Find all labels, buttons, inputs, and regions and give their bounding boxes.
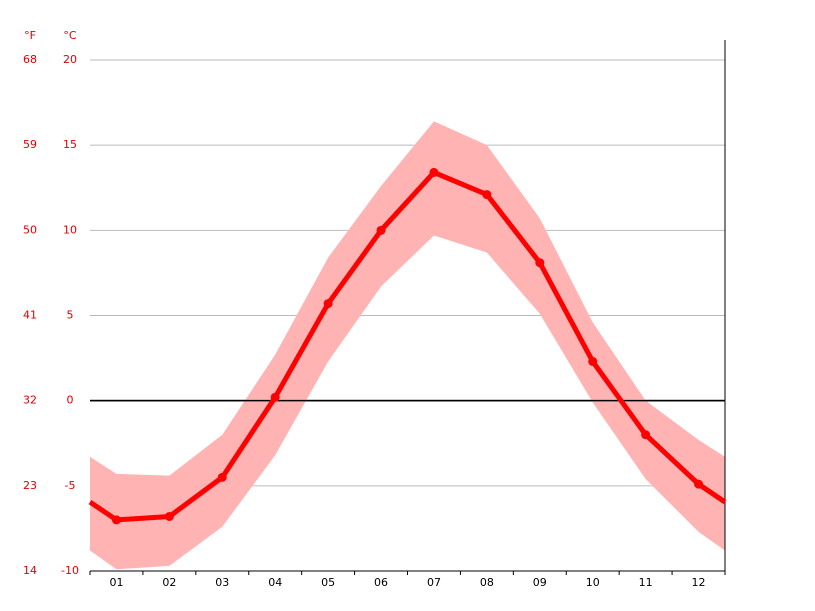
x-tick-label: 08 xyxy=(480,576,494,589)
point xyxy=(164,511,174,521)
y2-unit: °F xyxy=(24,29,36,42)
x-tick-label: 06 xyxy=(374,576,388,589)
point xyxy=(270,392,280,402)
point xyxy=(111,515,121,525)
x-tick-label: 07 xyxy=(427,576,441,589)
point xyxy=(535,258,545,268)
x-tick-label: 02 xyxy=(162,576,176,589)
y2-tick-label: 41 xyxy=(23,309,37,322)
line xyxy=(116,169,701,523)
range-band xyxy=(116,121,699,570)
x-tick-label: 01 xyxy=(109,576,123,589)
y-tick-label: -10 xyxy=(61,564,79,577)
y2-tick-label: 32 xyxy=(23,394,37,407)
x-tick-label: 11 xyxy=(639,576,653,589)
point xyxy=(694,479,704,489)
point xyxy=(217,472,227,482)
x-tick-label: 03 xyxy=(215,576,229,589)
point xyxy=(588,356,598,366)
y2-tick-label: 68 xyxy=(23,53,37,66)
x-tick-label: 10 xyxy=(586,576,600,589)
point xyxy=(323,299,333,309)
x-tick-label: 04 xyxy=(268,576,282,589)
point xyxy=(482,190,492,200)
y2-tick-label: 23 xyxy=(23,479,37,492)
point xyxy=(429,167,439,177)
y2-tick-label: 59 xyxy=(23,138,37,151)
line-wrap xyxy=(88,499,118,522)
y-tick-label: 10 xyxy=(63,223,77,236)
y2-tick-label: 50 xyxy=(23,223,37,236)
y-tick-label: 0 xyxy=(67,394,74,407)
line-wrap xyxy=(697,482,727,505)
y2-tick-label: 14 xyxy=(23,564,37,577)
point xyxy=(641,430,651,440)
y-tick-label: 20 xyxy=(63,53,77,66)
y-tick-label: -5 xyxy=(65,479,76,492)
y-tick-label: 5 xyxy=(67,309,74,322)
y-tick-label: 15 xyxy=(63,138,77,151)
x-tick-label: 05 xyxy=(321,576,335,589)
point xyxy=(376,225,386,235)
x-tick-label: 12 xyxy=(692,576,706,589)
x-tick-label: 09 xyxy=(533,576,547,589)
y-unit: °C xyxy=(63,29,77,42)
